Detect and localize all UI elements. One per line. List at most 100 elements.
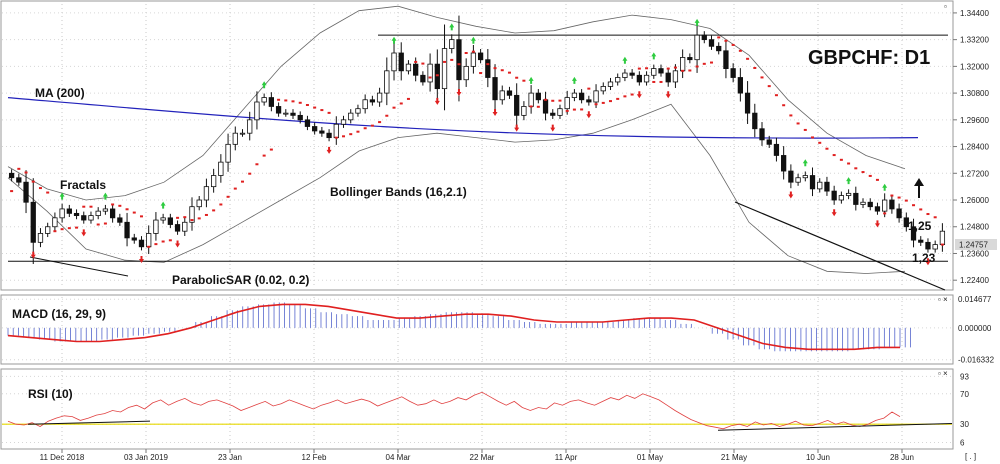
sar-dot: [710, 61, 713, 64]
price-tick-label: 1.32000: [960, 62, 989, 71]
ma200-line: [7, 97, 919, 139]
sar-dot: [305, 104, 309, 107]
candle-down: [788, 170, 794, 183]
sar-dot: [688, 69, 692, 72]
macd-tick-label: 0.014677: [958, 295, 992, 304]
sar-dot: [154, 243, 158, 246]
candle-down: [30, 201, 36, 243]
candle-down: [903, 217, 909, 228]
rsi-panel-controls[interactable]: ▫ ×: [938, 369, 948, 378]
target-annotation: 1,25: [908, 219, 932, 233]
sar-dot: [666, 67, 670, 70]
time-tick-label: 10 Jun: [806, 453, 830, 462]
price-tick-label: 1.24800: [960, 223, 989, 232]
candle-up: [651, 68, 657, 76]
rsi-tick-label: 93: [960, 372, 969, 381]
sar-dot: [507, 71, 511, 74]
sar-dot: [912, 204, 916, 207]
candle-down: [708, 39, 715, 47]
sar-dot: [522, 79, 526, 82]
candle-up: [102, 208, 109, 212]
sar-dot: [298, 101, 302, 104]
sar-dot: [334, 136, 338, 139]
candle-up: [499, 90, 505, 101]
main-panel-controls[interactable]: ▫: [944, 2, 947, 11]
sar-dot: [630, 93, 634, 96]
candle-down: [369, 99, 376, 103]
candle-down: [66, 208, 72, 214]
sar-dot: [608, 100, 612, 103]
sar-dot: [291, 100, 295, 103]
sar-dot: [868, 174, 872, 177]
sar-dot: [212, 209, 216, 212]
sar-dot: [139, 215, 143, 218]
time-tick-label: 11 Apr: [555, 453, 578, 462]
sar-dot: [702, 62, 706, 65]
sar-dot: [53, 230, 57, 233]
sar-dot: [370, 124, 374, 127]
sar-dot: [342, 135, 346, 138]
fractal-down-arrow: [831, 209, 837, 217]
candle-down: [420, 74, 426, 83]
sar-dot: [320, 109, 324, 112]
scroll-indicator[interactable]: [ . ]: [965, 452, 976, 461]
time-tick-label: 22 Mar: [470, 453, 495, 462]
candle-down: [319, 130, 325, 134]
candle-down: [716, 45, 722, 52]
sar-dot: [17, 167, 21, 170]
sar-dot: [536, 105, 540, 108]
candle-down: [744, 92, 751, 114]
sar-dot: [515, 76, 519, 79]
candle-down: [124, 221, 130, 239]
price-tick-label: 1.22400: [960, 276, 989, 285]
sar-dot: [327, 111, 331, 114]
price-tick-label: 1.26000: [960, 196, 989, 205]
candle-down: [831, 190, 837, 201]
candle-down: [752, 112, 758, 130]
candle-up: [384, 70, 390, 94]
sar-dot: [457, 63, 461, 66]
price-tick-label: 1.33200: [960, 36, 989, 45]
sar-dot: [183, 216, 187, 219]
sar-dot: [580, 108, 584, 111]
sar-dot: [724, 39, 728, 42]
candle-down: [326, 132, 332, 139]
candle-down: [687, 57, 693, 61]
candle-up: [932, 244, 938, 250]
sar-dot: [269, 148, 273, 151]
fractal-up-arrow: [571, 76, 577, 84]
support-annotation: 1,23: [912, 251, 936, 265]
sar-dot: [883, 212, 887, 215]
macd-tick-label: -0.016332: [958, 356, 995, 365]
sar-dot: [277, 98, 281, 101]
price-tick-label: 1.27200: [960, 169, 989, 178]
fractal-up-arrow: [102, 192, 108, 200]
candle-down: [781, 155, 787, 172]
candle-down: [109, 208, 116, 219]
sar-dot: [67, 227, 71, 230]
fractal-down-arrow: [326, 146, 332, 154]
sar-dot: [544, 98, 548, 101]
candle-up: [247, 119, 253, 134]
candle-down: [889, 199, 895, 210]
sar-dot: [652, 80, 656, 83]
candle-down: [925, 241, 931, 250]
fractal-up-arrow: [651, 52, 657, 60]
sar-dot: [428, 76, 432, 79]
sar-dot: [558, 99, 562, 102]
candle-down: [636, 74, 642, 83]
candle-up: [571, 92, 578, 98]
sar-dot: [89, 205, 93, 208]
candle-up: [672, 70, 679, 83]
macd-panel-controls[interactable]: ▫ ×: [938, 295, 948, 304]
sar-dot: [399, 102, 403, 105]
fractal-up-arrow: [802, 159, 808, 167]
sar-dot: [464, 52, 468, 55]
price-tick-label: 1.34400: [960, 9, 989, 18]
candle-down: [723, 50, 729, 69]
fractal-up-arrow: [160, 201, 166, 209]
candle-up: [45, 226, 51, 234]
sar-dot: [890, 194, 894, 197]
candle-up: [622, 72, 628, 78]
sar-dot: [147, 245, 151, 248]
